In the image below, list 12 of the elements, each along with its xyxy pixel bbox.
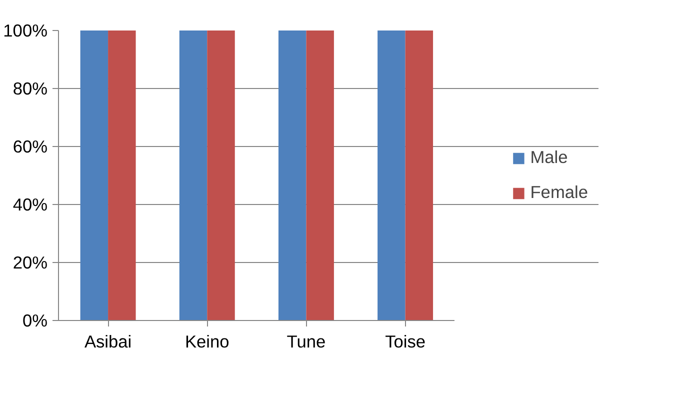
y-tick-label: 0% [22,310,48,330]
x-tick-label: Asibai [84,332,132,352]
x-tick-label: Toise [385,332,426,352]
legend-label: Female [530,182,588,203]
y-tick-label: 40% [12,194,48,214]
y-tick-label: 20% [12,252,48,272]
legend-label: Male [530,147,568,168]
y-tick-label: 100% [3,20,48,40]
y-tick-label: 60% [12,136,48,156]
x-tick-label: Tune [286,332,326,352]
y-tick-label: 80% [12,78,48,98]
x-tick-label: Keino [184,332,230,352]
